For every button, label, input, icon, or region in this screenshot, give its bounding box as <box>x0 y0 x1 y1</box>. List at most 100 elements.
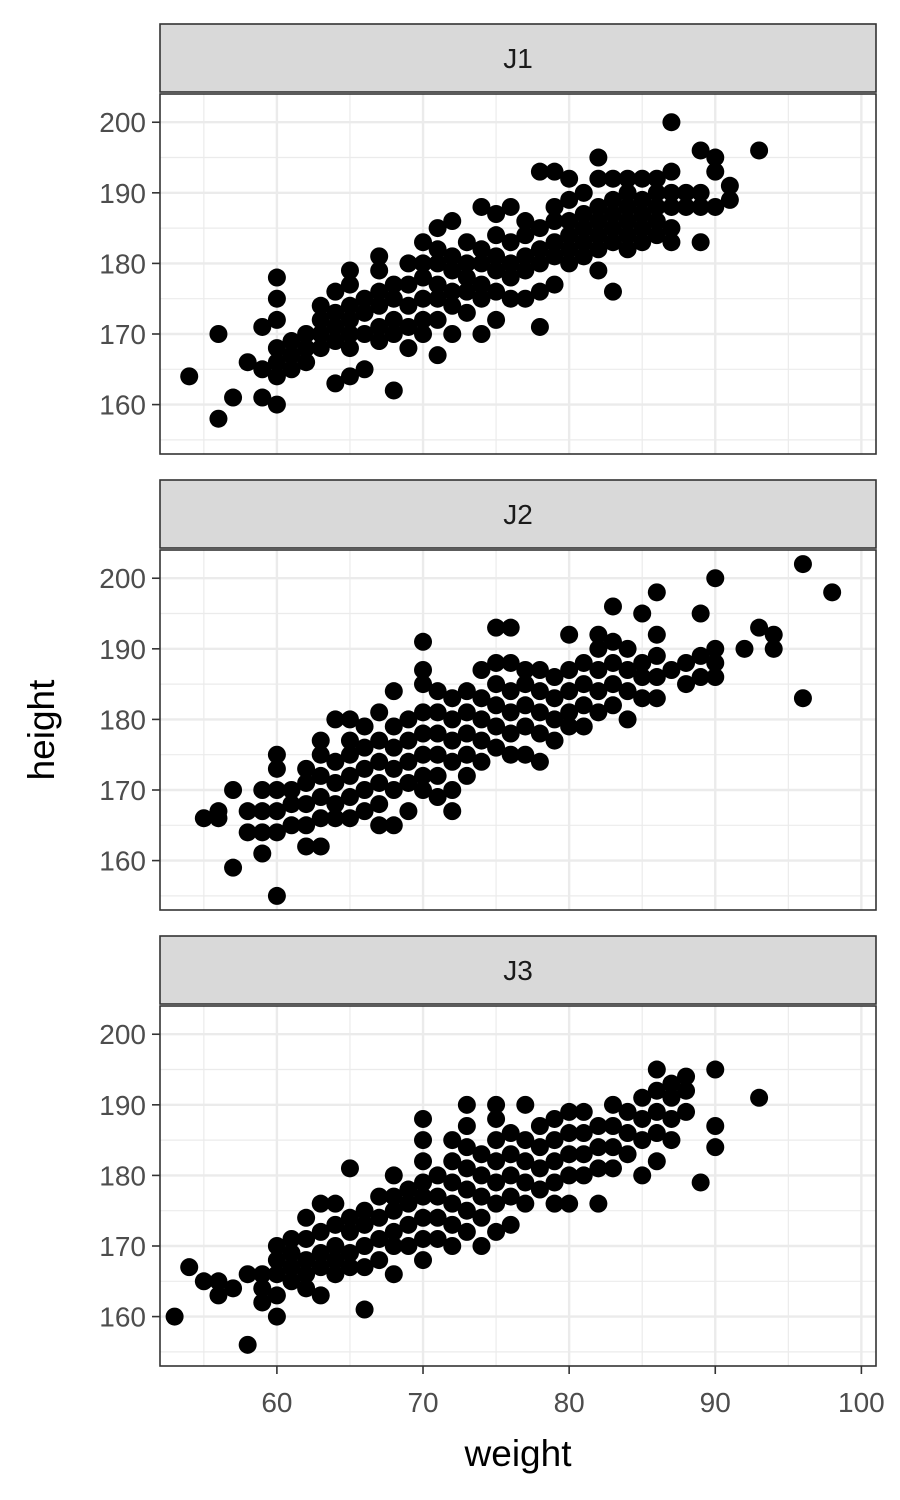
data-point <box>706 653 725 672</box>
data-point <box>428 219 447 238</box>
panel-border <box>159 549 877 911</box>
facet-panels: J1160170180190200J2160170180190200J31601… <box>99 23 877 1367</box>
data-point <box>238 802 257 821</box>
data-point <box>545 1152 564 1171</box>
data-point <box>574 247 593 266</box>
x-tick-label: 90 <box>700 1387 731 1418</box>
data-point <box>487 1131 506 1150</box>
data-point <box>662 197 681 216</box>
data-point <box>267 339 286 358</box>
data-point <box>618 212 637 231</box>
data-point <box>428 766 447 785</box>
data-point <box>545 212 564 231</box>
data-point <box>530 1159 549 1178</box>
data-point <box>311 325 330 343</box>
data-point <box>355 1258 374 1277</box>
data-point <box>443 1237 462 1255</box>
data-point <box>253 781 272 799</box>
data-point <box>472 240 491 259</box>
data-point <box>662 162 681 181</box>
data-point <box>501 1215 520 1234</box>
data-point <box>633 205 652 223</box>
data-point <box>384 717 403 736</box>
data-point <box>603 597 622 616</box>
data-point <box>414 724 433 743</box>
data-point <box>414 325 433 343</box>
y-tick-label: 190 <box>99 634 146 665</box>
data-point <box>428 310 447 329</box>
data-point <box>428 275 447 294</box>
x-tick-label: 70 <box>407 1387 438 1418</box>
data-point <box>326 1251 345 1270</box>
data-point <box>399 339 418 358</box>
data-point <box>457 1159 476 1178</box>
data-point <box>618 639 637 658</box>
data-point <box>209 409 228 428</box>
data-point <box>443 325 462 343</box>
data-point <box>530 1138 549 1157</box>
data-point <box>267 745 286 764</box>
data-point <box>603 1159 622 1178</box>
data-point <box>472 1237 491 1255</box>
data-point <box>414 675 433 694</box>
data-point <box>311 1244 330 1263</box>
data-point <box>677 653 696 672</box>
data-point <box>647 183 666 202</box>
data-point <box>297 759 316 778</box>
data-point <box>560 682 579 701</box>
data-point <box>414 1229 433 1248</box>
data-point <box>384 310 403 329</box>
data-point <box>662 219 681 238</box>
data-point <box>487 1222 506 1241</box>
data-point <box>501 1187 520 1206</box>
data-point <box>472 1166 491 1185</box>
data-point <box>370 752 389 771</box>
y-tick-label: 180 <box>99 248 146 279</box>
facet-strip-label: J2 <box>503 499 533 530</box>
data-point <box>691 646 710 665</box>
data-point <box>545 197 564 216</box>
data-point <box>384 325 403 343</box>
data-point <box>399 1237 418 1255</box>
data-point <box>311 766 330 785</box>
data-point <box>311 296 330 315</box>
data-point <box>487 1095 506 1114</box>
data-point <box>545 162 564 181</box>
data-point <box>530 219 549 238</box>
data-point <box>487 653 506 672</box>
data-point <box>282 816 301 835</box>
data-point <box>340 731 359 750</box>
data-point <box>472 710 491 729</box>
data-point <box>530 703 549 722</box>
data-point <box>487 618 506 637</box>
data-point <box>633 668 652 687</box>
data-point <box>545 1194 564 1213</box>
data-point <box>267 781 286 799</box>
data-point <box>735 639 754 658</box>
data-point <box>487 282 506 301</box>
y-tick-label: 180 <box>99 1160 146 1191</box>
data-point <box>691 668 710 687</box>
data-point <box>267 1251 286 1270</box>
data-point <box>355 781 374 799</box>
data-point <box>633 233 652 252</box>
data-point <box>647 1152 666 1171</box>
data-point <box>326 282 345 301</box>
data-point <box>647 169 666 188</box>
data-point <box>194 809 213 828</box>
data-point <box>414 781 433 799</box>
data-point <box>589 261 608 280</box>
data-point <box>662 661 681 679</box>
data-point <box>457 1201 476 1220</box>
data-point <box>267 395 286 414</box>
data-point <box>443 247 462 266</box>
data-point <box>326 710 345 729</box>
data-point <box>370 795 389 814</box>
data-point <box>706 1060 725 1079</box>
data-point <box>340 296 359 315</box>
data-point <box>574 1145 593 1164</box>
data-point <box>647 1081 666 1100</box>
data-point <box>516 289 535 308</box>
data-point <box>472 325 491 343</box>
data-point <box>633 1166 652 1185</box>
